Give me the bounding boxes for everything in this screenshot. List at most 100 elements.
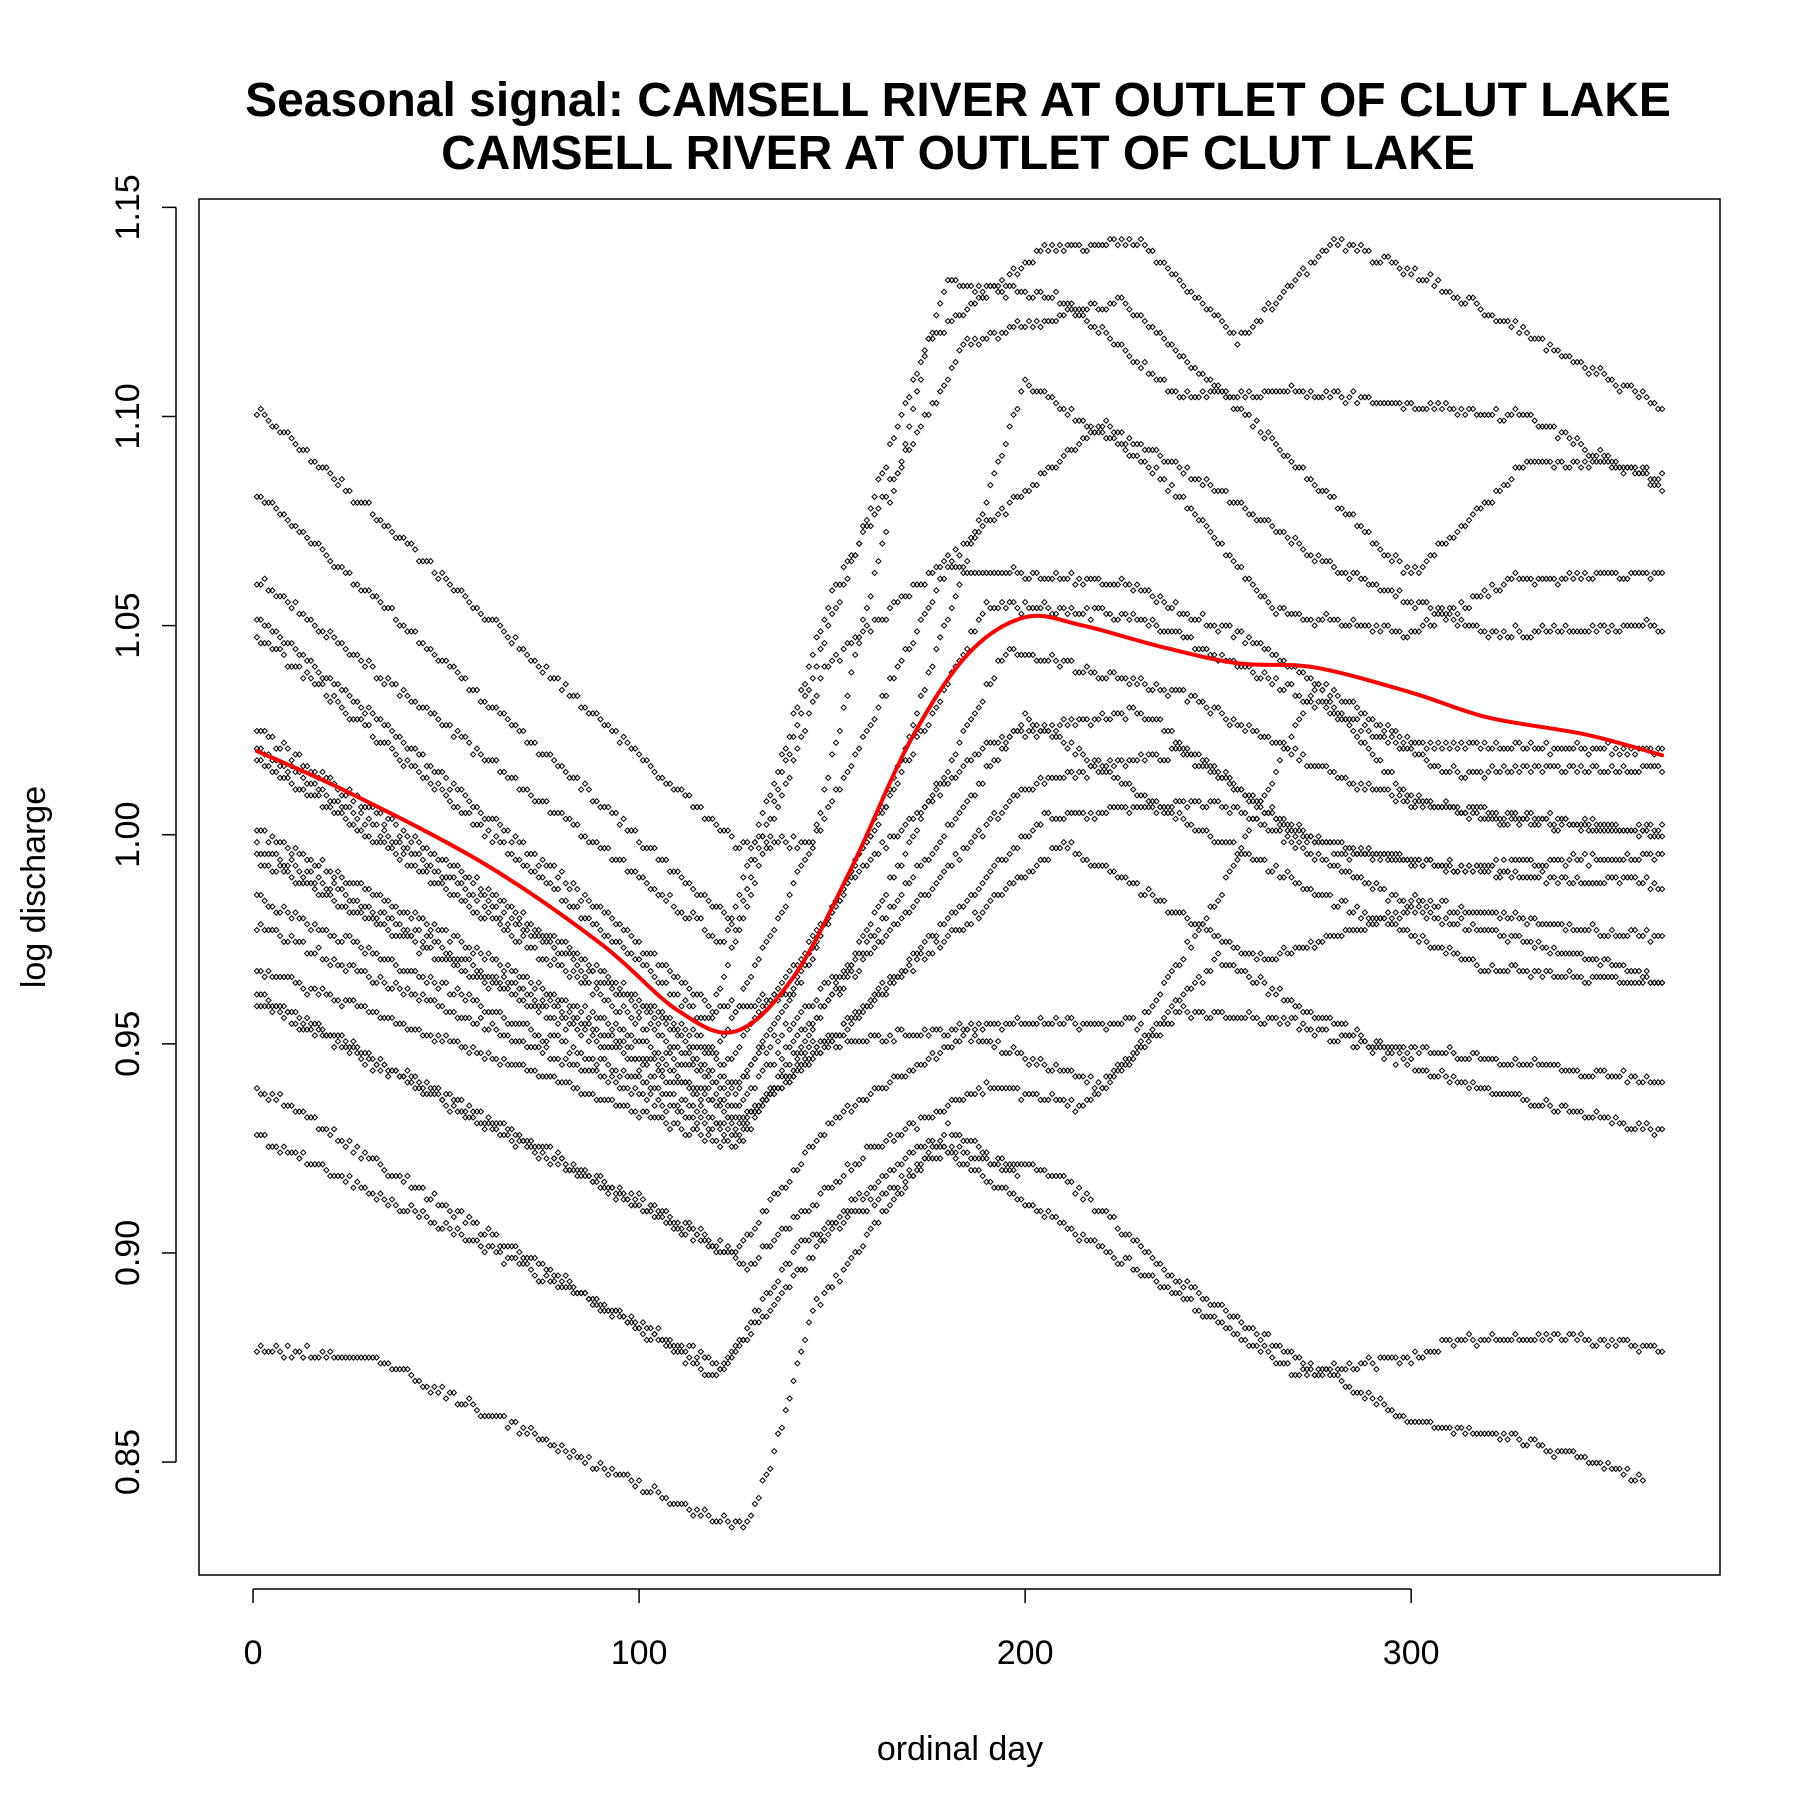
data-point: [1488, 762, 1496, 770]
data-point: [1519, 464, 1527, 471]
data-point: [1635, 856, 1643, 864]
data-point: [1404, 909, 1411, 916]
data-point: [913, 429, 921, 436]
data-point: [519, 909, 527, 916]
data-point: [1303, 270, 1311, 278]
data-point: [365, 973, 373, 981]
data-point: [1589, 622, 1596, 629]
data-point: [1002, 440, 1010, 448]
data-point: [1446, 745, 1454, 752]
data-point: [469, 891, 477, 899]
data-point: [1241, 727, 1249, 735]
data-point: [585, 979, 593, 987]
data-point: [1072, 721, 1079, 729]
data-point: [257, 756, 265, 764]
data-point: [701, 891, 709, 899]
data-point: [388, 604, 396, 612]
data-point: [975, 915, 983, 922]
data-point: [477, 610, 485, 618]
data-point: [465, 1049, 473, 1057]
data-point: [1488, 411, 1496, 419]
data-point: [1102, 674, 1110, 682]
data-point: [1527, 411, 1535, 419]
data-point: [1353, 733, 1361, 741]
data-point: [1292, 827, 1299, 834]
data-point: [1388, 557, 1396, 565]
data-point: [1554, 762, 1562, 770]
data-point: [936, 1026, 944, 1033]
data-point: [566, 815, 573, 823]
data-point: [1469, 294, 1477, 302]
data-point: [983, 903, 990, 910]
data-point: [272, 505, 280, 512]
data-point: [546, 961, 554, 969]
data-point: [1249, 511, 1257, 518]
data-point: [616, 938, 624, 946]
data-point: [963, 306, 971, 313]
data-point: [921, 581, 929, 588]
data-point: [1180, 470, 1187, 477]
data-point: [1002, 856, 1010, 864]
data-point: [261, 411, 268, 419]
data-point: [431, 569, 438, 577]
data-point: [1164, 692, 1172, 700]
data-point: [1203, 915, 1210, 922]
data-point: [326, 628, 334, 635]
data-point: [1218, 651, 1226, 659]
data-point: [902, 821, 909, 828]
data-point: [462, 733, 469, 741]
data-point: [357, 704, 365, 711]
data-point: [512, 833, 519, 840]
data-point: [288, 639, 295, 647]
data-point: [1033, 481, 1041, 489]
data-point: [296, 979, 303, 987]
data-point: [550, 944, 558, 951]
data-point: [1508, 745, 1515, 752]
data-point: [1145, 464, 1152, 471]
data-point: [936, 634, 944, 641]
data-point: [1083, 434, 1091, 442]
data-point: [724, 1002, 732, 1010]
data-point: [709, 815, 716, 823]
data-point: [747, 856, 755, 864]
data-point: [1604, 932, 1612, 940]
data-point: [272, 850, 280, 858]
data-point: [1207, 528, 1214, 536]
data-point: [1110, 300, 1118, 307]
data-point: [736, 1002, 743, 1010]
data-point: [1099, 323, 1106, 331]
data-point: [1473, 622, 1481, 629]
data-point: [319, 546, 326, 553]
data-point: [276, 856, 284, 864]
data-point: [1322, 762, 1330, 770]
data-point: [400, 534, 407, 542]
series-10: [253, 745, 1666, 1110]
data-point: [1207, 306, 1214, 313]
data-point: [1376, 721, 1384, 729]
data-point: [990, 809, 998, 817]
data-point: [878, 979, 886, 987]
data-point: [454, 891, 461, 899]
data-point: [1361, 926, 1369, 934]
data-point: [1322, 487, 1330, 495]
data-point: [353, 897, 361, 905]
data-point: [1126, 235, 1133, 243]
data-point: [1191, 932, 1199, 940]
data-point: [577, 786, 585, 793]
data-point: [1349, 241, 1357, 249]
data-point: [469, 961, 477, 969]
data-point: [539, 874, 546, 881]
data-point: [353, 651, 361, 659]
data-point: [435, 985, 442, 992]
x-tick-label: 200: [997, 1634, 1054, 1672]
data-point: [1342, 399, 1349, 407]
data-point: [635, 1067, 643, 1074]
data-point: [925, 604, 932, 612]
data-point: [1612, 745, 1620, 752]
data-point: [435, 938, 442, 946]
data-point: [705, 1073, 712, 1080]
data-point: [631, 1002, 639, 1010]
data-point: [851, 751, 859, 758]
data-point: [867, 950, 875, 957]
data-point: [481, 833, 488, 840]
